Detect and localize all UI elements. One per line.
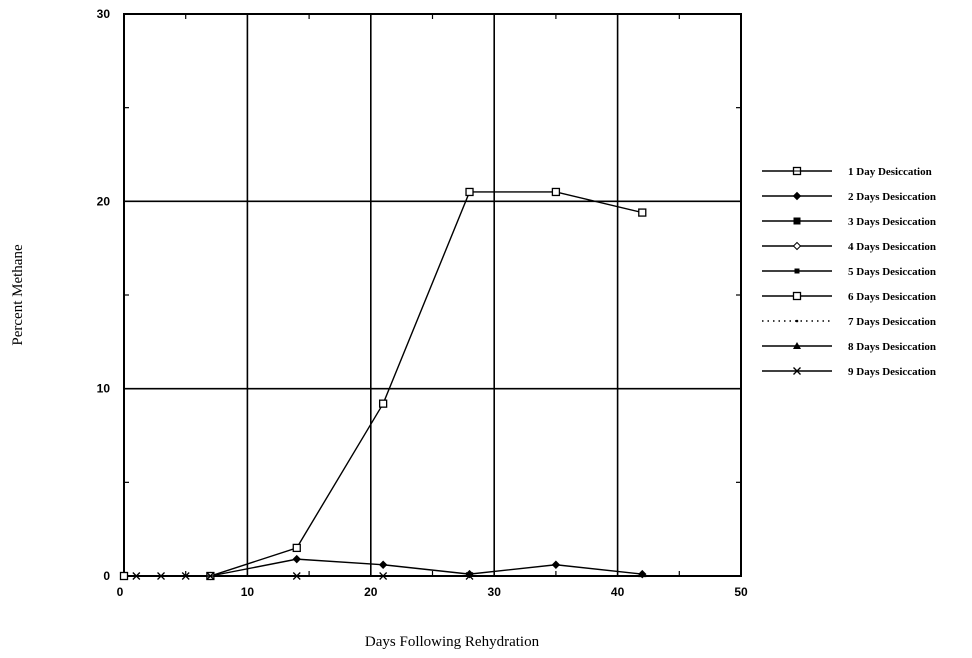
x-tick-label: 40: [611, 585, 625, 599]
legend-label: 4 Days Desiccation: [848, 241, 936, 253]
series-2-point: [378, 560, 388, 569]
series-6-line: [124, 191, 643, 577]
x-tick-label: 30: [488, 585, 502, 599]
legend-marker: [793, 217, 801, 225]
legend-label: 6 Days Desiccation: [848, 291, 936, 303]
series-9-point: [132, 572, 141, 580]
x-tick-label: 0: [117, 585, 124, 599]
plot-area: [123, 13, 742, 577]
legend-item: 3 Days Desiccation: [762, 216, 936, 228]
series-9-point: [157, 572, 165, 580]
grid: [124, 14, 741, 576]
legend-marker: [792, 166, 802, 176]
legend-label: 2 Days Desiccation: [848, 191, 936, 203]
legend-marker: [792, 191, 802, 201]
series-9-point: [379, 572, 388, 580]
series-2-line: [210, 558, 643, 577]
series-6-point: [465, 187, 474, 197]
series-2-point: [292, 554, 301, 564]
x-tick-label: 50: [734, 585, 748, 599]
legend-item: 7 Days Desiccation: [762, 316, 936, 328]
legend: 1 Day Desiccation 2 Days Desiccation 3 Day…: [762, 166, 936, 378]
legend-item: 1 Day Desiccation: [762, 166, 932, 178]
series-6-point: [292, 543, 301, 553]
legend-item: 6 Days Desiccation: [762, 291, 936, 303]
legend-marker: [794, 268, 800, 274]
legend-item: 8 Days Desiccation: [762, 341, 936, 353]
x-tick-label: 20: [364, 585, 378, 599]
legend-label: 8 Days Desiccation: [848, 341, 936, 353]
legend-marker: [795, 319, 799, 323]
x-tick-label: 10: [241, 585, 255, 599]
legend-marker: [792, 291, 802, 301]
y-tick-label: 10: [97, 382, 111, 396]
series-9-point: [465, 572, 474, 580]
legend-label: 5 Days Desiccation: [848, 266, 936, 278]
series-6-point: [119, 571, 129, 581]
legend-marker: [792, 241, 802, 251]
tick-labels: 0 10 20 30 40 50 0 10 20 30: [97, 7, 748, 599]
legend-label: 1 Day Desiccation: [848, 166, 932, 178]
legend-marker: [793, 342, 801, 349]
legend-item: 4 Days Desiccation: [762, 241, 936, 253]
plot-border: [123, 13, 742, 577]
series-6-point: [638, 208, 647, 217]
legend-item: 2 Days Desiccation: [762, 191, 936, 203]
legend-label: 9 Days Desiccation: [848, 366, 936, 378]
y-tick-label: 20: [97, 194, 111, 208]
series-9-point: [206, 572, 215, 580]
legend-item: 5 Days Desiccation: [762, 266, 936, 278]
series-layer: [119, 187, 647, 581]
legend-marker: [793, 367, 801, 375]
series-9-point: [181, 572, 190, 580]
series-2-point: [551, 560, 561, 569]
y-tick-label: 30: [97, 7, 111, 21]
legend-item: 9 Days Desiccation: [762, 366, 936, 378]
series-6-point: [378, 399, 388, 408]
series-6-point: [551, 187, 561, 197]
series-9-point: [292, 572, 301, 580]
y-tick-label: 0: [103, 569, 110, 583]
series-8-point: [638, 570, 647, 578]
y-axis-label: Percent Methane: [10, 244, 26, 346]
legend-label: 7 Days Desiccation: [848, 316, 936, 328]
legend-label: 3 Days Desiccation: [848, 216, 936, 228]
x-axis-label: Days Following Rehydration: [365, 634, 540, 650]
